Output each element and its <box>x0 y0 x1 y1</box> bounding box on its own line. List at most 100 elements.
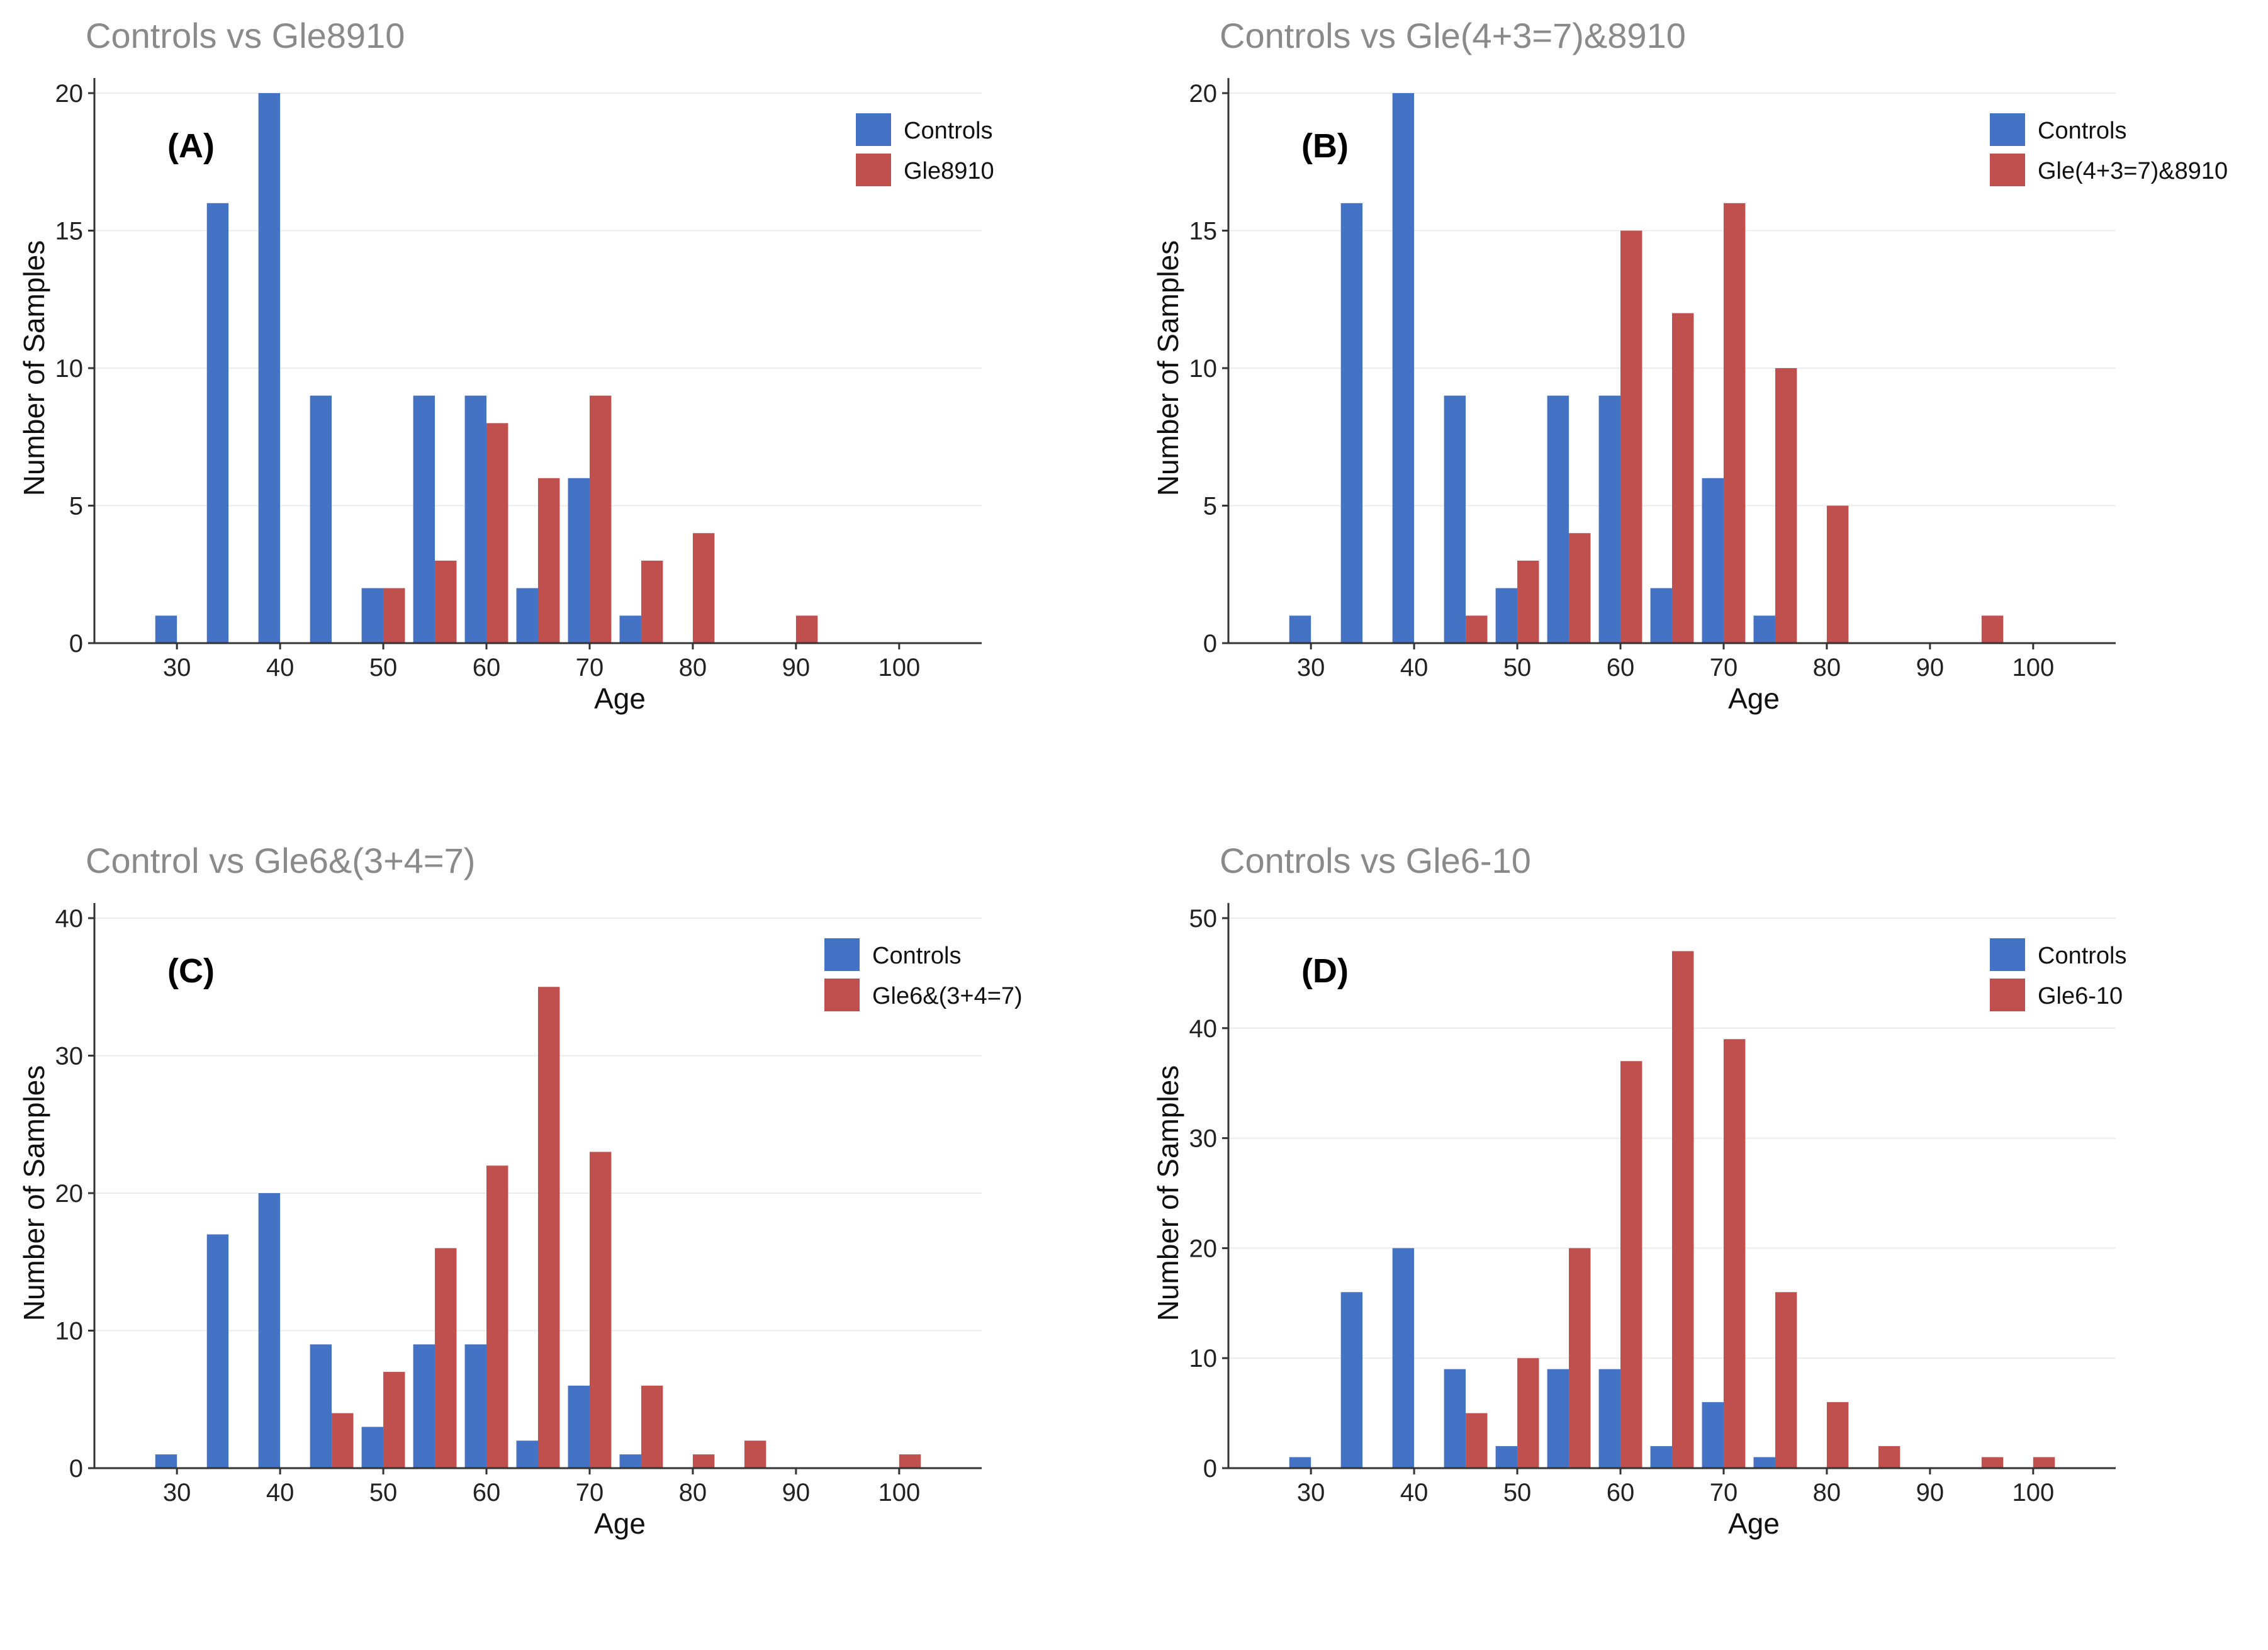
x-tick-label: 40 <box>266 1479 295 1507</box>
chart-title: Control vs Gle6&(3+4=7) <box>86 841 475 880</box>
bar-controls <box>516 1440 538 1468</box>
bar-cases <box>589 1152 612 1468</box>
bar-cases <box>1620 230 1642 643</box>
bar-cases <box>486 423 508 643</box>
x-tick-label: 100 <box>2012 1479 2054 1507</box>
chart-svg-a: Controls vs Gle8910 0 5 10 15 20 30 40 50 60 70 80 9… <box>18 16 1092 715</box>
bar-cases <box>1826 1402 1849 1468</box>
y-tick-label: 20 <box>1189 1235 1218 1262</box>
legend-label: Gle6&(3+4=7) <box>872 983 1023 1009</box>
y-tick-label: 0 <box>1203 1455 1217 1483</box>
y-tick-label: 40 <box>55 905 84 933</box>
bar-cases <box>1723 203 1746 643</box>
x-tick-label: 80 <box>1813 654 1841 682</box>
bar-cases <box>899 1454 921 1468</box>
bar-controls <box>1340 203 1363 643</box>
bar-cases <box>1981 615 2004 643</box>
bar-controls <box>1340 1292 1363 1468</box>
chart-panel-a: Controls vs Gle8910 0 5 10 15 20 30 40 50 60 70 80 9… <box>0 0 1134 825</box>
bar-cases <box>1466 1413 1488 1468</box>
x-tick-label: 100 <box>878 1479 920 1507</box>
x-tick-label: 100 <box>2012 654 2054 682</box>
bar-controls <box>1547 395 1569 643</box>
y-tick-label: 10 <box>1189 1345 1218 1372</box>
axis-lines <box>1227 78 2116 644</box>
axis-lines <box>93 903 982 1469</box>
bar-controls <box>1650 1446 1672 1468</box>
bar-cases <box>1826 505 1849 643</box>
legend-swatch <box>824 979 860 1011</box>
bar-cases <box>589 395 612 643</box>
x-tick-label: 70 <box>1710 654 1738 682</box>
bar-cases <box>1466 615 1488 643</box>
x-tick-label: 80 <box>679 654 707 682</box>
bar-controls <box>361 588 384 643</box>
bar-controls <box>1598 1369 1621 1468</box>
bar-cases <box>1775 1292 1797 1468</box>
bar-cases <box>1672 951 1694 1468</box>
legend-swatch <box>1990 979 2025 1011</box>
bar-controls <box>1702 478 1724 643</box>
bar-cases <box>383 588 405 643</box>
bar-controls <box>1650 588 1672 643</box>
legend-label: Gle8910 <box>904 158 994 184</box>
panel-label: (D) <box>1301 952 1349 990</box>
x-tick-label: 90 <box>1916 1479 1945 1507</box>
x-tick-label: 60 <box>1607 654 1635 682</box>
y-tick-label: 20 <box>1189 80 1218 108</box>
legend-label: Gle(4+3=7)&8910 <box>2038 158 2228 184</box>
bar-cases <box>1878 1446 1900 1468</box>
y-tick-label: 40 <box>1189 1015 1218 1043</box>
bar-cases <box>1517 1358 1539 1468</box>
y-tick-label: 30 <box>55 1043 84 1070</box>
x-tick-label: 90 <box>782 1479 811 1507</box>
bar-cases <box>538 478 560 643</box>
y-tick-label: 10 <box>55 355 84 383</box>
bar-controls <box>258 1193 281 1468</box>
x-tick-label: 50 <box>1503 654 1532 682</box>
legend-swatch <box>1990 113 2025 146</box>
bar-controls <box>619 615 641 643</box>
legend-swatch <box>1990 938 2025 971</box>
x-tick-label: 30 <box>163 1479 191 1507</box>
legend-swatch <box>856 154 891 186</box>
panel-label: (B) <box>1301 127 1349 165</box>
x-tick-label: 60 <box>473 654 501 682</box>
panel-label: (C) <box>167 952 215 990</box>
x-tick-label: 40 <box>266 654 295 682</box>
chart-panel-d: Controls vs Gle6-10 0 10 20 30 40 50 30 40 50 60 70… <box>1134 825 2268 1650</box>
bar-cases <box>486 1165 508 1468</box>
y-tick-label: 15 <box>55 218 84 245</box>
x-tick-label: 60 <box>473 1479 501 1507</box>
bar-cases <box>1569 533 1591 643</box>
bar-controls <box>310 395 332 643</box>
bar-cases <box>1620 1061 1642 1468</box>
bar-controls <box>1753 615 1775 643</box>
x-tick-label: 40 <box>1400 654 1429 682</box>
bar-controls <box>206 1234 229 1468</box>
bar-controls <box>619 1454 641 1468</box>
x-axis-label: Age <box>594 682 646 715</box>
legend-swatch <box>856 113 891 146</box>
x-tick-label: 30 <box>163 654 191 682</box>
x-axis-label: Age <box>1728 682 1780 715</box>
bar-controls <box>1495 1446 1518 1468</box>
bar-controls <box>1547 1369 1569 1468</box>
bar-controls <box>568 1385 590 1468</box>
y-tick-label: 10 <box>1189 355 1218 383</box>
legend-swatch <box>824 938 860 971</box>
y-tick-label: 5 <box>1203 493 1217 520</box>
y-axis-label: Number of Samples <box>18 1065 50 1322</box>
bar-cases <box>1775 368 1797 643</box>
panel-label: (A) <box>167 127 215 165</box>
legend-swatch <box>1990 154 2025 186</box>
x-tick-label: 80 <box>1813 1479 1841 1507</box>
x-tick-label: 90 <box>1916 654 1945 682</box>
y-tick-label: 20 <box>55 1180 84 1208</box>
bar-controls <box>1702 1402 1724 1468</box>
chart-title: Controls vs Gle8910 <box>86 16 405 55</box>
x-tick-label: 100 <box>878 654 920 682</box>
bar-controls <box>155 1454 177 1468</box>
y-tick-label: 0 <box>1203 630 1217 658</box>
legend-label: Gle6-10 <box>2038 983 2123 1009</box>
